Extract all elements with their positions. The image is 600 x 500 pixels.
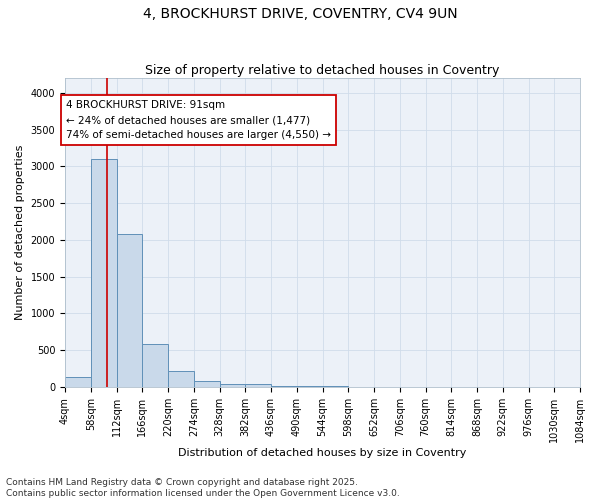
Bar	[168, 371, 194, 387]
Bar	[65, 378, 91, 387]
Bar	[323, 386, 348, 387]
Text: Contains HM Land Registry data © Crown copyright and database right 2025.
Contai: Contains HM Land Registry data © Crown c…	[6, 478, 400, 498]
Y-axis label: Number of detached properties: Number of detached properties	[15, 145, 25, 320]
Bar	[194, 382, 220, 387]
Text: 4 BROCKHURST DRIVE: 91sqm
← 24% of detached houses are smaller (1,477)
74% of se: 4 BROCKHURST DRIVE: 91sqm ← 24% of detac…	[66, 100, 331, 140]
Bar	[116, 234, 142, 387]
Bar	[142, 344, 168, 387]
X-axis label: Distribution of detached houses by size in Coventry: Distribution of detached houses by size …	[178, 448, 467, 458]
Bar	[245, 384, 271, 387]
Bar	[297, 386, 323, 387]
Bar	[220, 384, 245, 387]
Text: 4, BROCKHURST DRIVE, COVENTRY, CV4 9UN: 4, BROCKHURST DRIVE, COVENTRY, CV4 9UN	[143, 8, 457, 22]
Title: Size of property relative to detached houses in Coventry: Size of property relative to detached ho…	[145, 64, 500, 77]
Bar	[91, 159, 116, 387]
Bar	[271, 386, 297, 387]
